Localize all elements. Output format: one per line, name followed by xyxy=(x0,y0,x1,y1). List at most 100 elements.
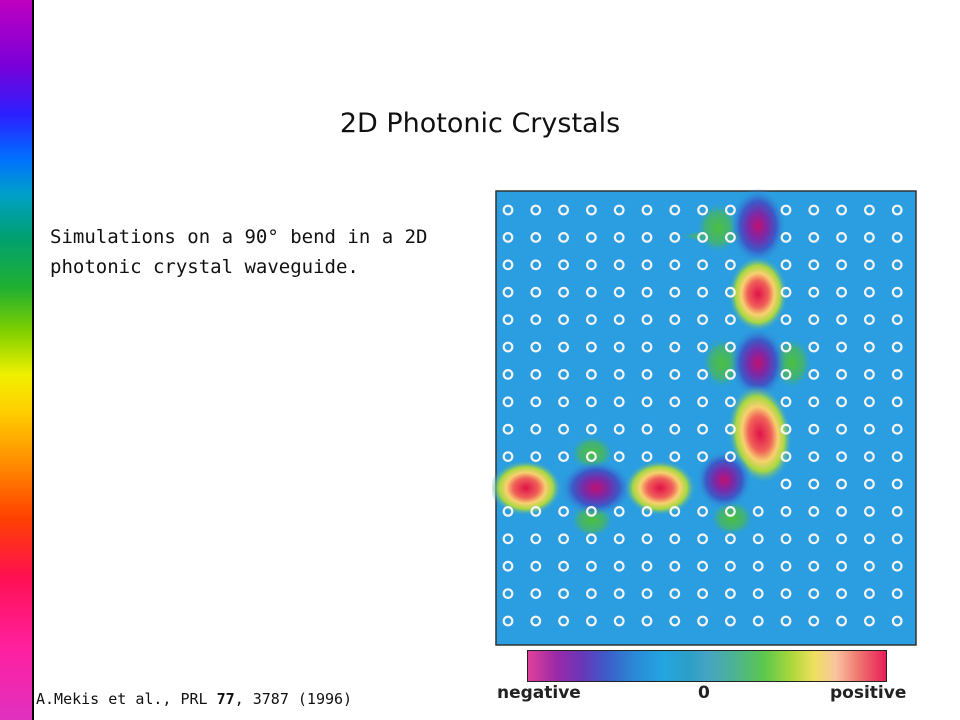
crystal-rod xyxy=(530,451,542,463)
crystal-rod xyxy=(613,423,625,435)
crystal-rod xyxy=(752,615,764,627)
crystal-rod-lattice xyxy=(502,204,903,627)
field-simulation-image xyxy=(492,188,918,647)
crystal-rod xyxy=(669,615,681,627)
crystal-rod xyxy=(697,451,709,463)
crystal-rod xyxy=(558,259,569,271)
crystal-rod xyxy=(585,204,597,216)
crystal-rod xyxy=(530,341,542,353)
crystal-rod xyxy=(585,314,597,326)
crystal-rod xyxy=(864,368,875,380)
crystal-rod xyxy=(502,423,514,435)
positive-lobe xyxy=(728,256,788,332)
crystal-rod xyxy=(585,259,597,271)
crystal-rod xyxy=(724,451,736,463)
crystal-rod xyxy=(641,396,653,408)
crystal-rod xyxy=(530,314,542,326)
crystal-rod xyxy=(530,396,542,408)
crystal-rod xyxy=(558,560,569,572)
crystal-rod xyxy=(641,286,653,298)
crystal-rod xyxy=(558,423,569,435)
crystal-rod xyxy=(808,506,820,517)
crystal-rod xyxy=(780,232,792,243)
crystal-rod xyxy=(780,368,792,380)
crystal-rod xyxy=(780,341,792,353)
crystal-rod xyxy=(641,588,653,600)
crystal-rod xyxy=(613,368,625,380)
crystal-rod xyxy=(808,286,820,298)
crystal-rod xyxy=(780,286,792,298)
crystal-rod xyxy=(613,286,625,298)
crystal-rod xyxy=(697,204,709,216)
crystal-rod xyxy=(697,560,709,572)
crystal-rod xyxy=(641,560,653,572)
crystal-rod xyxy=(780,396,792,408)
crystal-rod xyxy=(891,478,903,490)
field-simulation-svg xyxy=(492,188,917,646)
crystal-rod xyxy=(864,588,875,600)
crystal-rod xyxy=(836,368,848,380)
crystal-rod xyxy=(530,286,542,298)
crystal-rod xyxy=(502,204,514,216)
crystal-rod xyxy=(891,286,903,298)
crystal-rod xyxy=(697,232,709,243)
crystal-rod xyxy=(836,560,848,572)
crystal-rod xyxy=(864,259,875,271)
slide-body-text: Simulations on a 90° bend in a 2D photon… xyxy=(50,222,480,282)
crystal-rod xyxy=(808,204,820,216)
crystal-rod xyxy=(669,533,681,545)
crystal-rod xyxy=(697,506,709,517)
crystal-rod xyxy=(669,588,681,600)
crystal-rod xyxy=(613,314,625,326)
crystal-rod xyxy=(836,588,848,600)
crystal-rod xyxy=(891,341,903,353)
crystal-rod xyxy=(585,506,597,517)
crystal-rod xyxy=(724,615,736,627)
crystal-rod xyxy=(613,615,625,627)
crystal-rod xyxy=(613,232,625,243)
crystal-rod xyxy=(808,232,820,243)
citation-volume: 77 xyxy=(216,690,235,708)
crystal-rod xyxy=(697,396,709,408)
crystal-rod xyxy=(502,232,514,243)
crystal-rod xyxy=(585,588,597,600)
crystal-rod xyxy=(613,259,625,271)
crystal-rod xyxy=(641,506,653,517)
crystal-rod xyxy=(697,423,709,435)
negative-lobe xyxy=(730,327,786,399)
crystal-rod xyxy=(585,533,597,545)
body-line-2: photonic crystal waveguide. xyxy=(50,256,359,278)
crystal-rod xyxy=(864,451,875,463)
crystal-rod xyxy=(613,341,625,353)
crystal-rod xyxy=(780,506,792,517)
crystal-rod xyxy=(864,286,875,298)
crystal-rod xyxy=(724,423,736,435)
citation-authors: A.Mekis et al., PRL xyxy=(36,690,217,708)
crystal-rod xyxy=(808,341,820,353)
crystal-rod xyxy=(808,396,820,408)
crystal-rod xyxy=(530,423,542,435)
crystal-rod xyxy=(669,396,681,408)
crystal-rod xyxy=(780,204,792,216)
crystal-rod xyxy=(502,259,514,271)
crystal-rod xyxy=(558,588,569,600)
crystal-rod xyxy=(891,451,903,463)
crystal-rod xyxy=(613,588,625,600)
crystal-rod xyxy=(780,314,792,326)
crystal-rod xyxy=(641,341,653,353)
crystal-rod xyxy=(808,615,820,627)
crystal-rod xyxy=(808,478,820,490)
crystal-rod xyxy=(585,368,597,380)
crystal-rod xyxy=(836,615,848,627)
crystal-rod xyxy=(558,232,569,243)
crystal-rod xyxy=(558,615,569,627)
crystal-rod xyxy=(724,506,736,517)
crystal-rod xyxy=(558,533,569,545)
crystal-rod xyxy=(752,506,764,517)
crystal-rod xyxy=(864,506,875,517)
citation-rest: , 3787 (1996) xyxy=(234,690,353,708)
crystal-rod xyxy=(669,341,681,353)
crystal-rod xyxy=(808,533,820,545)
crystal-rod xyxy=(891,615,903,627)
crystal-rod xyxy=(613,533,625,545)
